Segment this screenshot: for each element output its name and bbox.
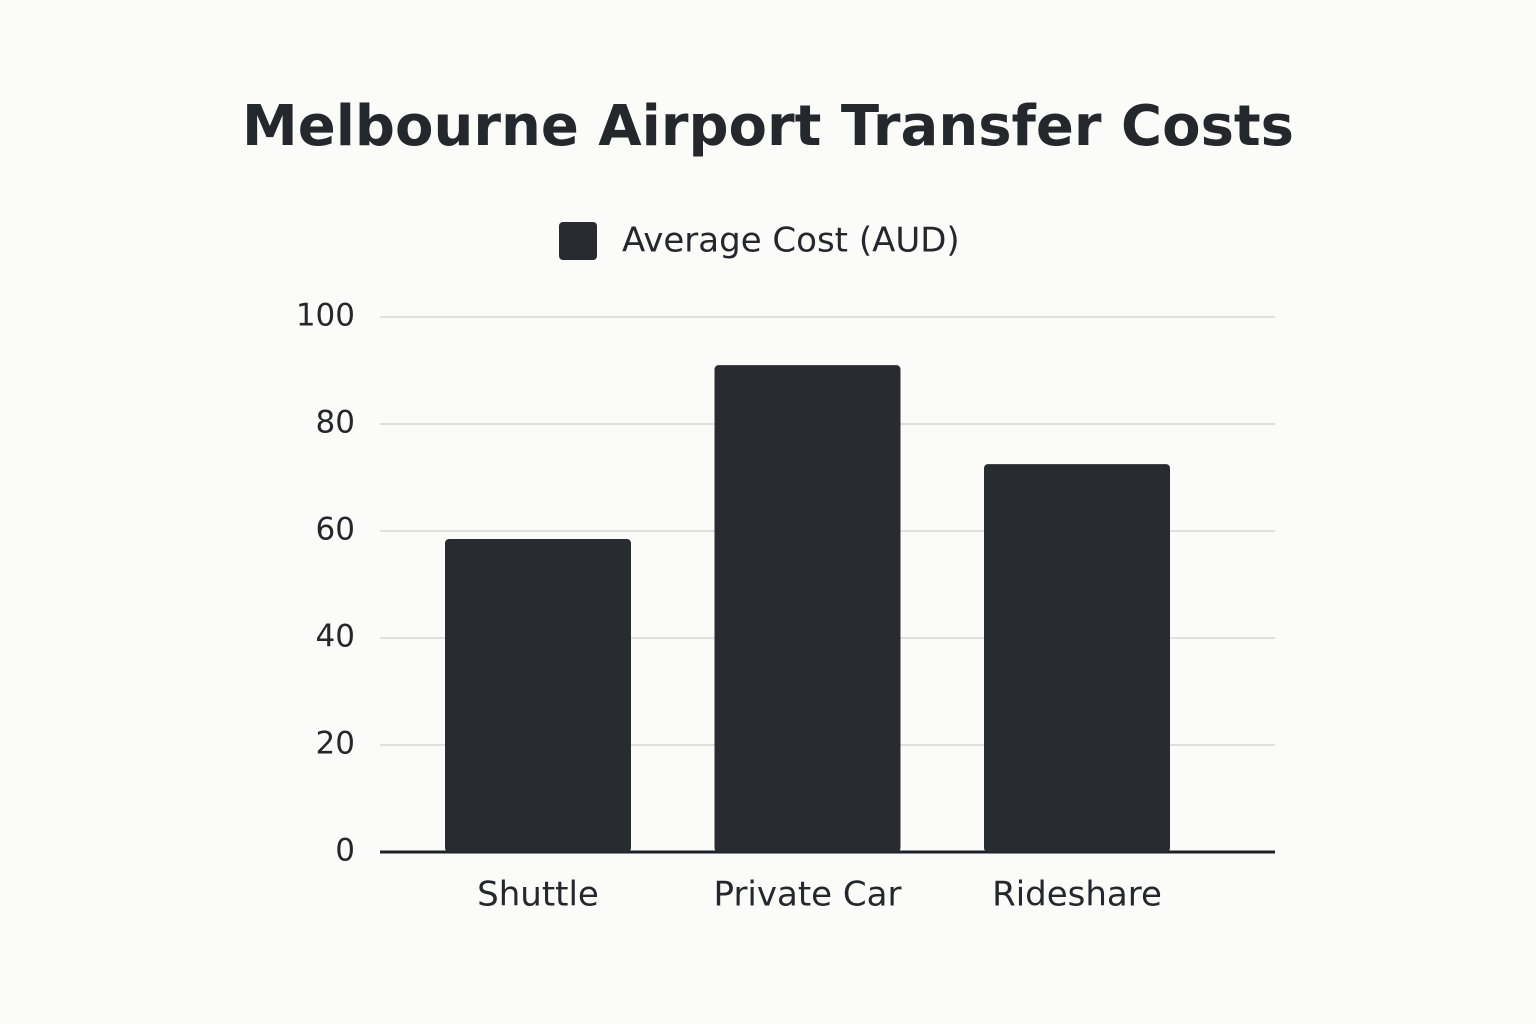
- bar: [984, 464, 1170, 852]
- y-tick-label: 40: [316, 619, 355, 655]
- y-tick-label: 80: [316, 405, 355, 441]
- y-tick-label: 20: [316, 726, 355, 762]
- x-tick-label: Private Car: [714, 875, 902, 915]
- y-tick-label: 0: [335, 833, 355, 869]
- legend-label: Average Cost (AUD): [622, 221, 960, 261]
- y-tick-label: 60: [316, 512, 355, 548]
- x-tick-label: Rideshare: [992, 875, 1162, 915]
- x-tick-label: Shuttle: [477, 875, 599, 915]
- bar: [714, 365, 901, 852]
- y-tick-label: 100: [296, 298, 355, 334]
- legend-swatch: [559, 222, 597, 260]
- bar: [445, 539, 631, 852]
- chart-title: Melbourne Airport Transfer Costs: [242, 94, 1294, 159]
